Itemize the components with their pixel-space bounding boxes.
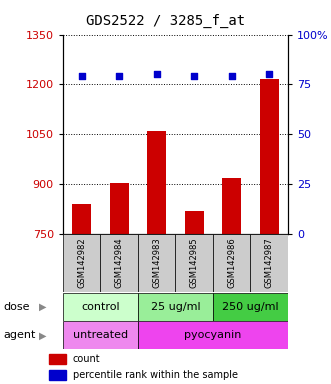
Text: GSM142983: GSM142983	[152, 238, 161, 288]
Text: GSM142986: GSM142986	[227, 238, 236, 288]
Bar	[100, 234, 138, 292]
Text: dose: dose	[3, 301, 30, 312]
Bar	[222, 178, 241, 234]
Text: ▶: ▶	[39, 330, 47, 341]
Point	[117, 73, 122, 79]
Point	[79, 73, 84, 79]
Bar	[49, 354, 66, 364]
Text: GSM142985: GSM142985	[190, 238, 199, 288]
Bar	[63, 234, 100, 292]
Point	[192, 73, 197, 79]
Bar	[251, 234, 288, 292]
Bar	[138, 293, 213, 321]
Text: 250 ug/ml: 250 ug/ml	[222, 301, 279, 312]
Bar	[63, 321, 138, 349]
Text: GSM142982: GSM142982	[77, 238, 86, 288]
Bar	[110, 183, 128, 234]
Point	[266, 71, 272, 78]
Bar	[138, 321, 288, 349]
Bar	[138, 234, 175, 292]
Text: 25 ug/ml: 25 ug/ml	[151, 301, 200, 312]
Bar	[63, 293, 138, 321]
Bar	[72, 204, 91, 234]
Text: control: control	[81, 301, 120, 312]
Text: GSM142984: GSM142984	[115, 238, 124, 288]
Bar	[213, 293, 288, 321]
Text: pyocyanin: pyocyanin	[184, 330, 242, 341]
Point	[229, 73, 234, 79]
Text: ▶: ▶	[39, 301, 47, 312]
Bar	[147, 131, 166, 234]
Text: GDS2522 / 3285_f_at: GDS2522 / 3285_f_at	[86, 13, 245, 28]
Text: untreated: untreated	[73, 330, 128, 341]
Bar	[213, 234, 251, 292]
Text: agent: agent	[3, 330, 36, 341]
Bar	[175, 234, 213, 292]
Text: count: count	[73, 354, 101, 364]
Bar	[49, 370, 66, 380]
Bar	[260, 79, 279, 234]
Text: percentile rank within the sample: percentile rank within the sample	[73, 370, 238, 380]
Text: GSM142987: GSM142987	[265, 238, 274, 288]
Bar	[185, 211, 204, 234]
Point	[154, 71, 159, 78]
